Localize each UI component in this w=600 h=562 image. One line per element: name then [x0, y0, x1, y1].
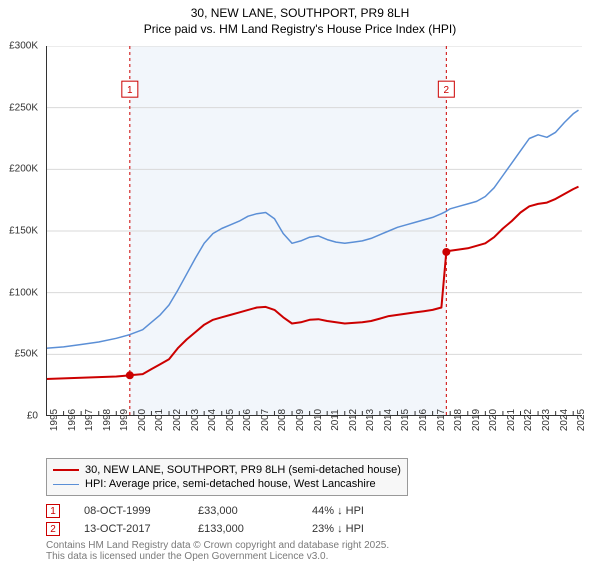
x-tick-label: 2014: [383, 409, 394, 431]
x-tick-label: 2020: [488, 409, 499, 431]
title-block: 30, NEW LANE, SOUTHPORT, PR9 8LH Price p…: [0, 0, 600, 37]
y-axis-labels: £0£50K£100K£150K£200K£250K£300K: [0, 46, 42, 416]
legend-item: 30, NEW LANE, SOUTHPORT, PR9 8LH (semi-d…: [53, 463, 401, 477]
y-tick-label: £0: [27, 411, 38, 422]
x-tick-label: 2024: [559, 409, 570, 431]
sale-row: 1 08-OCT-1999 £33,000 44% ↓ HPI: [46, 502, 402, 520]
x-tick-label: 2022: [523, 409, 534, 431]
x-axis-labels: 1995199619971998199920002001200220032004…: [46, 420, 582, 456]
title-subtitle: Price paid vs. HM Land Registry's House …: [0, 22, 600, 38]
x-tick-label: 2004: [207, 409, 218, 431]
legend: 30, NEW LANE, SOUTHPORT, PR9 8LH (semi-d…: [46, 458, 582, 496]
x-tick-label: 2008: [277, 409, 288, 431]
sale-price: £33,000: [198, 505, 288, 517]
sale-badge: 1: [46, 504, 60, 518]
x-tick-label: 2002: [172, 409, 183, 431]
legend-item: HPI: Average price, semi-detached house,…: [53, 477, 401, 491]
x-tick-label: 2023: [541, 409, 552, 431]
y-tick-label: £250K: [9, 102, 38, 113]
x-tick-label: 2013: [365, 409, 376, 431]
x-tick-label: 2012: [348, 409, 359, 431]
svg-text:2: 2: [444, 85, 450, 96]
legend-label: 30, NEW LANE, SOUTHPORT, PR9 8LH (semi-d…: [85, 464, 401, 476]
footnote: Contains HM Land Registry data © Crown c…: [46, 540, 389, 562]
x-tick-label: 1995: [49, 409, 60, 431]
x-tick-label: 2006: [242, 409, 253, 431]
legend-box: 30, NEW LANE, SOUTHPORT, PR9 8LH (semi-d…: [46, 458, 408, 496]
chart-area: 12: [46, 46, 582, 416]
x-tick-label: 2007: [260, 409, 271, 431]
x-tick-label: 1998: [102, 409, 113, 431]
y-tick-label: £50K: [15, 349, 38, 360]
y-tick-label: £100K: [9, 287, 38, 298]
sale-date: 08-OCT-1999: [84, 505, 174, 517]
x-tick-label: 2005: [225, 409, 236, 431]
x-tick-label: 2018: [453, 409, 464, 431]
x-tick-label: 1996: [67, 409, 78, 431]
legend-swatch: [53, 469, 79, 471]
x-tick-label: 2010: [313, 409, 324, 431]
x-tick-label: 2001: [154, 409, 165, 431]
x-tick-label: 2000: [137, 409, 148, 431]
y-tick-label: £150K: [9, 226, 38, 237]
x-tick-label: 1999: [119, 409, 130, 431]
footnote-line1: Contains HM Land Registry data © Crown c…: [46, 540, 389, 551]
x-tick-label: 2017: [436, 409, 447, 431]
title-address: 30, NEW LANE, SOUTHPORT, PR9 8LH: [0, 6, 600, 22]
sale-price: £133,000: [198, 523, 288, 535]
footnote-line2: This data is licensed under the Open Gov…: [46, 551, 389, 562]
x-tick-label: 1997: [84, 409, 95, 431]
line-chart-svg: 12: [46, 46, 582, 416]
x-tick-label: 2009: [295, 409, 306, 431]
x-tick-label: 2021: [506, 409, 517, 431]
x-tick-label: 2025: [576, 409, 587, 431]
sale-badge: 2: [46, 522, 60, 536]
chart-container: 30, NEW LANE, SOUTHPORT, PR9 8LH Price p…: [0, 0, 600, 560]
x-tick-label: 2015: [400, 409, 411, 431]
legend-swatch: [53, 484, 79, 485]
sales-table: 1 08-OCT-1999 £33,000 44% ↓ HPI 2 13-OCT-2017…: [46, 502, 402, 538]
sale-date: 13-OCT-2017: [84, 523, 174, 535]
sale-pct-vs-hpi: 44% ↓ HPI: [312, 505, 402, 517]
y-tick-label: £200K: [9, 164, 38, 175]
sale-pct-vs-hpi: 23% ↓ HPI: [312, 523, 402, 535]
svg-text:1: 1: [127, 85, 133, 96]
x-tick-label: 2003: [190, 409, 201, 431]
sale-row: 2 13-OCT-2017 £133,000 23% ↓ HPI: [46, 520, 402, 538]
y-tick-label: £300K: [9, 41, 38, 52]
x-tick-label: 2019: [471, 409, 482, 431]
legend-label: HPI: Average price, semi-detached house,…: [85, 478, 376, 490]
x-tick-label: 2011: [330, 409, 341, 431]
x-tick-label: 2016: [418, 409, 429, 431]
